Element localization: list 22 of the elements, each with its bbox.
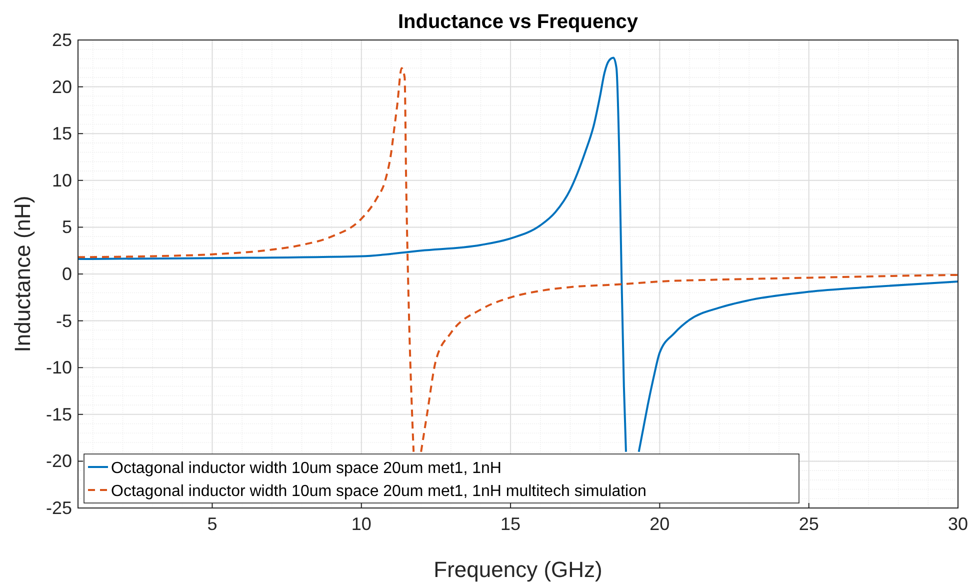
y-tick-label: -15 xyxy=(46,404,72,424)
y-tick-label: -10 xyxy=(46,358,72,378)
x-tick-label: 10 xyxy=(351,514,372,534)
y-tick-label: 25 xyxy=(52,30,72,50)
y-tick-label: 0 xyxy=(62,264,72,284)
legend-label: Octagonal inductor width 10um space 20um met1, 1nH multitech simulation xyxy=(111,483,646,500)
y-tick-label: -5 xyxy=(56,310,72,331)
y-tick-label: -25 xyxy=(46,498,72,518)
x-tick-label: 5 xyxy=(207,514,218,534)
x-tick-label: 15 xyxy=(500,514,521,534)
x-tick-label: 30 xyxy=(948,514,968,534)
x-tick-label: 20 xyxy=(650,514,670,534)
y-axis-title: Inductance (nH) xyxy=(10,196,35,352)
legend-label: Octagonal inductor width 10um space 20um met1, 1nH xyxy=(111,460,502,477)
y-tick-label: 15 xyxy=(52,124,72,144)
x-tick-label: 25 xyxy=(798,514,819,534)
y-tick-label: 20 xyxy=(52,76,72,97)
chart-title: Inductance vs Frequency xyxy=(398,11,639,33)
y-tick-label: 5 xyxy=(62,217,72,238)
y-tick-label: -20 xyxy=(46,451,72,472)
y-tick-label: 10 xyxy=(52,170,72,190)
x-axis-title: Frequency (GHz) xyxy=(434,557,602,582)
